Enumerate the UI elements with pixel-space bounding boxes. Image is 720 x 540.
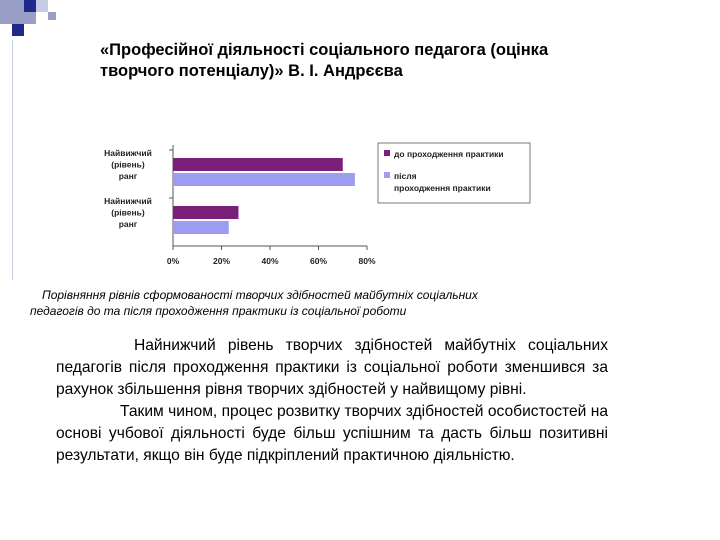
legend-swatch: [384, 172, 390, 178]
y-category-label: ранг: [119, 219, 138, 229]
decor-square: [36, 0, 48, 12]
bar: [173, 206, 239, 219]
decor-square: [0, 0, 24, 24]
bar: [173, 221, 229, 234]
caption-line-1: Порівняння рівнів сформованості творчих …: [42, 288, 478, 302]
body-text: Найнижчий рівень творчих здібностей майб…: [56, 335, 608, 467]
decor-square: [24, 12, 36, 24]
paragraph-1: Найнижчий рівень творчих здібностей майб…: [56, 337, 608, 398]
y-category-label: (рівень): [111, 160, 145, 170]
legend-swatch: [384, 150, 390, 156]
decor-square: [24, 0, 36, 12]
paragraph-2: Таким чином, процес розвитку творчих зді…: [56, 403, 608, 464]
x-tick-label: 60%: [310, 256, 327, 266]
caption-line-2: педагогів до та після проходження практи…: [30, 304, 407, 318]
decor-square: [12, 24, 24, 36]
x-tick-label: 20%: [213, 256, 230, 266]
bar: [173, 158, 343, 171]
x-tick-label: 0%: [167, 256, 180, 266]
corner-decoration: [0, 0, 60, 40]
legend-label: після: [394, 171, 417, 181]
y-category-label: Найнижчий: [104, 196, 152, 206]
bar: [173, 173, 355, 186]
slide-title: «Професійної діяльності соціального педа…: [100, 41, 549, 80]
x-tick-label: 40%: [261, 256, 278, 266]
legend-box: [377, 142, 531, 204]
decor-rule: [12, 40, 13, 280]
x-tick-label: 80%: [358, 256, 375, 266]
legend-label: до проходження практики: [394, 149, 504, 159]
y-category-label: (рівень): [111, 208, 145, 218]
y-category-label: ранг: [119, 171, 138, 181]
decor-square: [48, 12, 56, 20]
chart-caption: Порівняння рівнів сформованості творчих …: [30, 287, 670, 319]
legend-label: проходження практики: [394, 183, 491, 193]
y-category-label: Найвижчий: [104, 148, 152, 158]
